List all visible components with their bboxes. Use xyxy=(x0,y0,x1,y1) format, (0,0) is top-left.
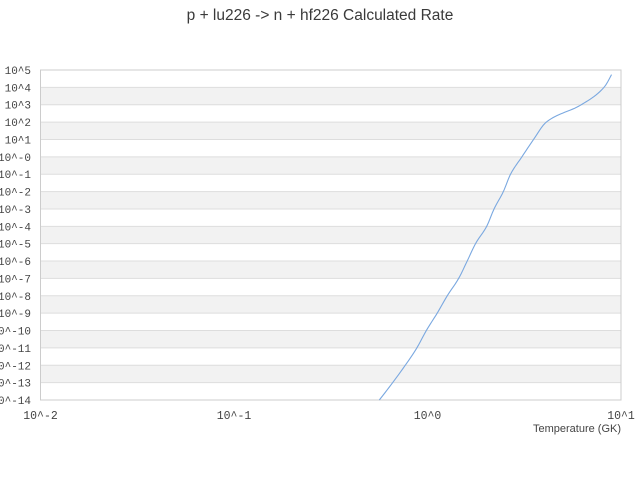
svg-text:10^-2: 10^-2 xyxy=(0,188,31,200)
svg-text:10^-11: 10^-11 xyxy=(0,344,31,356)
svg-text:10^4: 10^4 xyxy=(5,83,32,95)
svg-text:10^-14: 10^-14 xyxy=(0,396,31,408)
svg-text:10^-10: 10^-10 xyxy=(0,327,31,339)
svg-text:10^-9: 10^-9 xyxy=(0,309,31,321)
svg-text:10^2: 10^2 xyxy=(5,118,31,130)
svg-text:10^-3: 10^-3 xyxy=(0,205,31,217)
svg-text:10^-1: 10^-1 xyxy=(0,170,31,182)
svg-text:10^5: 10^5 xyxy=(5,66,31,78)
svg-text:Temperature (GK): Temperature (GK) xyxy=(533,423,621,435)
svg-text:10^-0: 10^-0 xyxy=(0,153,31,165)
svg-text:10^-6: 10^-6 xyxy=(0,257,31,269)
svg-text:10^-5: 10^-5 xyxy=(0,240,31,252)
svg-text:10^-12: 10^-12 xyxy=(0,361,31,373)
svg-text:10^1: 10^1 xyxy=(5,136,32,148)
svg-text:10^-7: 10^-7 xyxy=(0,274,31,286)
svg-text:10^-4: 10^-4 xyxy=(0,222,31,234)
svg-text:10^-1: 10^-1 xyxy=(217,410,252,423)
svg-text:10^0: 10^0 xyxy=(414,410,442,423)
svg-text:10^3: 10^3 xyxy=(5,101,31,113)
svg-text:10^1: 10^1 xyxy=(607,410,635,423)
svg-text:10^-2: 10^-2 xyxy=(23,410,58,423)
svg-text:10^-8: 10^-8 xyxy=(0,292,31,304)
svg-text:10^-13: 10^-13 xyxy=(0,379,31,391)
